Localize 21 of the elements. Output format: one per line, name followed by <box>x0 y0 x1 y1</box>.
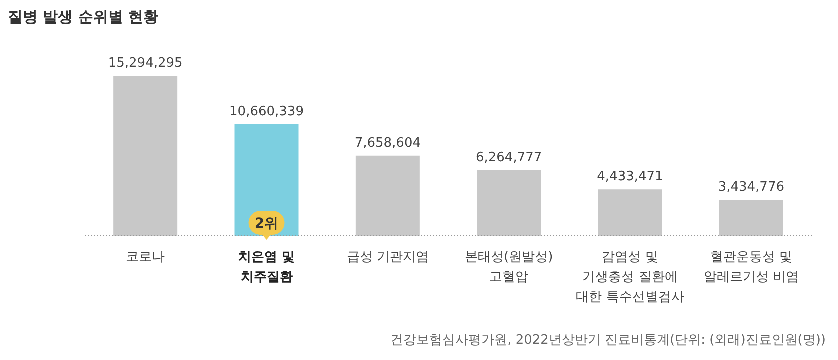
data-label: 6,264,777 <box>476 150 542 166</box>
data-label: 10,660,339 <box>230 104 304 120</box>
x-tick-label: 코로나 <box>125 249 166 267</box>
data-label: 15,294,295 <box>108 56 183 71</box>
bar <box>114 76 178 236</box>
x-tick-label: 감염성 및 기생충성 질환에 대한 특수선별검사 <box>575 249 686 307</box>
x-tick-label: 혈관운동성 및 알레르기성 비염 <box>702 249 800 287</box>
data-label: 3,434,776 <box>718 180 785 196</box>
x-tick-label: 급성 기관지염 <box>346 249 430 267</box>
x-tick-label: 치은염 및 치주질환 <box>237 249 296 287</box>
bar <box>356 156 420 236</box>
data-label: 7,658,604 <box>354 136 422 151</box>
bar <box>234 124 299 236</box>
bar <box>719 200 784 236</box>
x-tick-label: 본태성(원발성) 고혈압 <box>464 249 554 287</box>
annotation: 2위 <box>254 216 279 232</box>
chart-title: 질병 발생 순위별 현황 <box>8 8 159 26</box>
text: 건강보험심사평가원, 2022년상반기 진료비통계(단위: (외래)진료인원(명)) <box>390 333 826 348</box>
data-label: 4,433,471 <box>597 170 664 185</box>
bar <box>598 190 662 236</box>
bar <box>477 170 542 236</box>
